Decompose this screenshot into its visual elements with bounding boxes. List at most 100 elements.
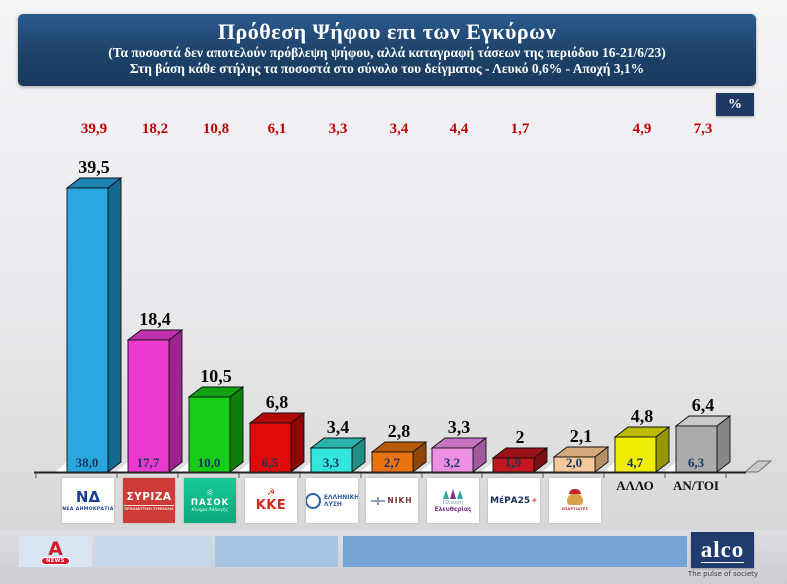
chart-subtitle-1: (Τα ποσοστά δεν αποτελούν πρόβλεψη ψήφου… [108,45,666,60]
logo-pasok: ☼ ΠΑΣΟΚ Κίνημα Αλλαγής [184,478,236,523]
base-value-label: 38,0 [76,455,99,470]
chart-subtitle-2: Στη βάση κάθε στήλης τα ποσοστά στο σύνο… [129,60,645,76]
base-value-label: 10,0 [198,455,221,470]
mera25-wordmark: ΜέΡΑ25 [490,495,531,506]
prev-value-label: 4,4 [450,121,469,137]
syriza-caption: ΠΡΟΟΔΕΥΤΙΚΗ ΣΥΜΜΑΧΙΑ [124,504,174,511]
logo-niki: ΝΙΚΗ [366,478,418,523]
bar-9 [614,436,657,473]
nd-emblem: ΝΔ [75,487,101,506]
niki-wordmark: ΝΙΚΗ [387,496,413,505]
pasok-caption: Κίνημα Αλλαγής [191,507,229,513]
footer-alpha-tile: A NEWS [19,536,92,567]
syriza-wordmark: ΣΥΡΙΖΑ [126,490,172,503]
prev-value-label: 3,3 [329,121,348,137]
alpha-news-badge: NEWS [41,557,70,565]
floor-gap [420,462,432,472]
alco-wordmark: alco [700,537,745,563]
logo-mera25: ΜέΡΑ25 ✴ [488,478,540,523]
prev-value-label: 10,8 [203,121,229,137]
logo-elliniki-lysi: ΕΛΛΗΝΙΚΗ ΛΥΣΗ [306,478,358,523]
bar-value-label: 39,5 [78,157,110,177]
column-label-allo: ΑΛΛΟ [616,478,654,493]
axis-end-cap [743,460,773,473]
bar-value-label: 3,4 [327,417,350,437]
prev-value-label: 18,2 [142,121,168,137]
sailboat-icon [443,488,463,499]
elliniki-lysi-emblem-icon [306,492,321,509]
alco-tagline: The pulse of society [687,570,759,578]
floor-gap [481,462,493,472]
nd-caption: ΝΕΑ ΔΗΜΟΚΡΑΤΙΑ [62,506,114,512]
bar-side-face [290,412,305,473]
prev-value-label: 39,9 [81,121,107,137]
pasok-wordmark: ΠΑΣΟΚ [190,497,230,508]
bar-value-label: 6,8 [266,392,289,412]
bar-value-label: 3,3 [448,417,471,437]
bar-value-label: 2,1 [570,426,593,446]
floor-gap [603,462,615,472]
logo-plefsi-eleftherias: Πλεύση Ελευθερίας [427,478,479,523]
percent-unit-badge: % [716,93,754,116]
bird-icon: ✴ [531,496,538,505]
bar-3 [249,422,292,473]
footer-tile-3 [215,536,338,567]
prev-value-label: 3,4 [390,121,409,137]
bar-value-label: 18,4 [139,309,171,329]
pasok-sun-icon: ☼ [205,487,215,499]
chart-header: Πρόθεση Ψήφου επι των Εγκύρων (Τα ποσοστ… [18,14,756,86]
spartan-helmet-icon [567,489,583,505]
floor-gap [55,462,67,472]
base-value-label: 3,2 [444,455,460,470]
bar-2 [188,396,231,473]
prev-value-label: 6,1 [268,121,287,137]
base-value-label: 2,0 [566,455,582,470]
column-label-antoi: ΑΝ/ΤΟΙ [673,478,719,493]
base-value-label: 6,3 [688,455,705,470]
alco-logo: alco [691,532,754,568]
bar-side-face [168,329,183,473]
bar-side-face [716,415,731,473]
page-title: Πρόθεση Ψήφου επι των Εγκύρων [217,19,557,44]
base-value-label: 2,7 [384,455,401,470]
bar-10 [675,425,718,473]
prev-value-label: 4,9 [633,121,652,137]
base-value-label: 4,7 [627,455,644,470]
logo-nea-dimokratia: ΝΔ ΝΕΑ ΔΗΜΟΚΡΑΤΙΑ [62,478,114,523]
logo-syriza: ΣΥΡΙΖΑ ΠΡΟΟΔΕΥΤΙΚΗ ΣΥΜΜΑΧΙΑ [123,478,175,523]
elliniki-lysi-line1: ΕΛΛΗΝΙΚΗ [323,493,358,501]
bar-value-label: 2,8 [388,421,411,441]
spartiates-caption: ΣΠΑΡΤΙΑΤΕΣ [561,507,589,511]
bar-1 [127,339,170,473]
plefsi-line2: Ελευθερίας [434,505,472,513]
floor-gap [116,462,128,472]
base-value-label: 3,3 [323,455,340,470]
floor-gap [177,462,189,472]
bar-value-label: 4,8 [631,406,654,426]
footer-tile-4 [343,536,687,567]
bar-6 [431,447,474,473]
bar-0 [66,187,109,473]
base-value-label: 1,9 [505,455,522,470]
floor-gap [542,462,554,472]
bar-value-label: 6,4 [692,395,715,415]
kke-wordmark: ΚΚΕ [255,497,287,513]
alpha-a-icon: A [48,538,63,560]
poll-bar-chart: 39,5 39,9 38,0 18,4 18,2 17,7 10,5 10,8 10,0 6,8 6… [34,121,773,478]
bar-value-label: 2 [516,427,525,447]
base-value-label: 6,5 [262,455,279,470]
floor-gap [238,462,250,472]
base-value-label: 17,7 [137,455,160,470]
footer-tile-2 [95,536,212,567]
bar-value-label: 10,5 [200,366,232,386]
hammer-sickle-icon: ☭ [266,487,276,498]
logo-kke: ☭ ΚΚΕ [245,478,297,523]
floor-gap [360,462,372,472]
prev-value-label: 7,3 [694,121,713,137]
plefsi-line1: Πλεύση [442,499,464,506]
elliniki-lysi-line2: ΛΥΣΗ [323,500,342,508]
bar-side-face [229,386,244,473]
floor-gap [299,462,311,472]
propeller-icon [371,496,386,505]
